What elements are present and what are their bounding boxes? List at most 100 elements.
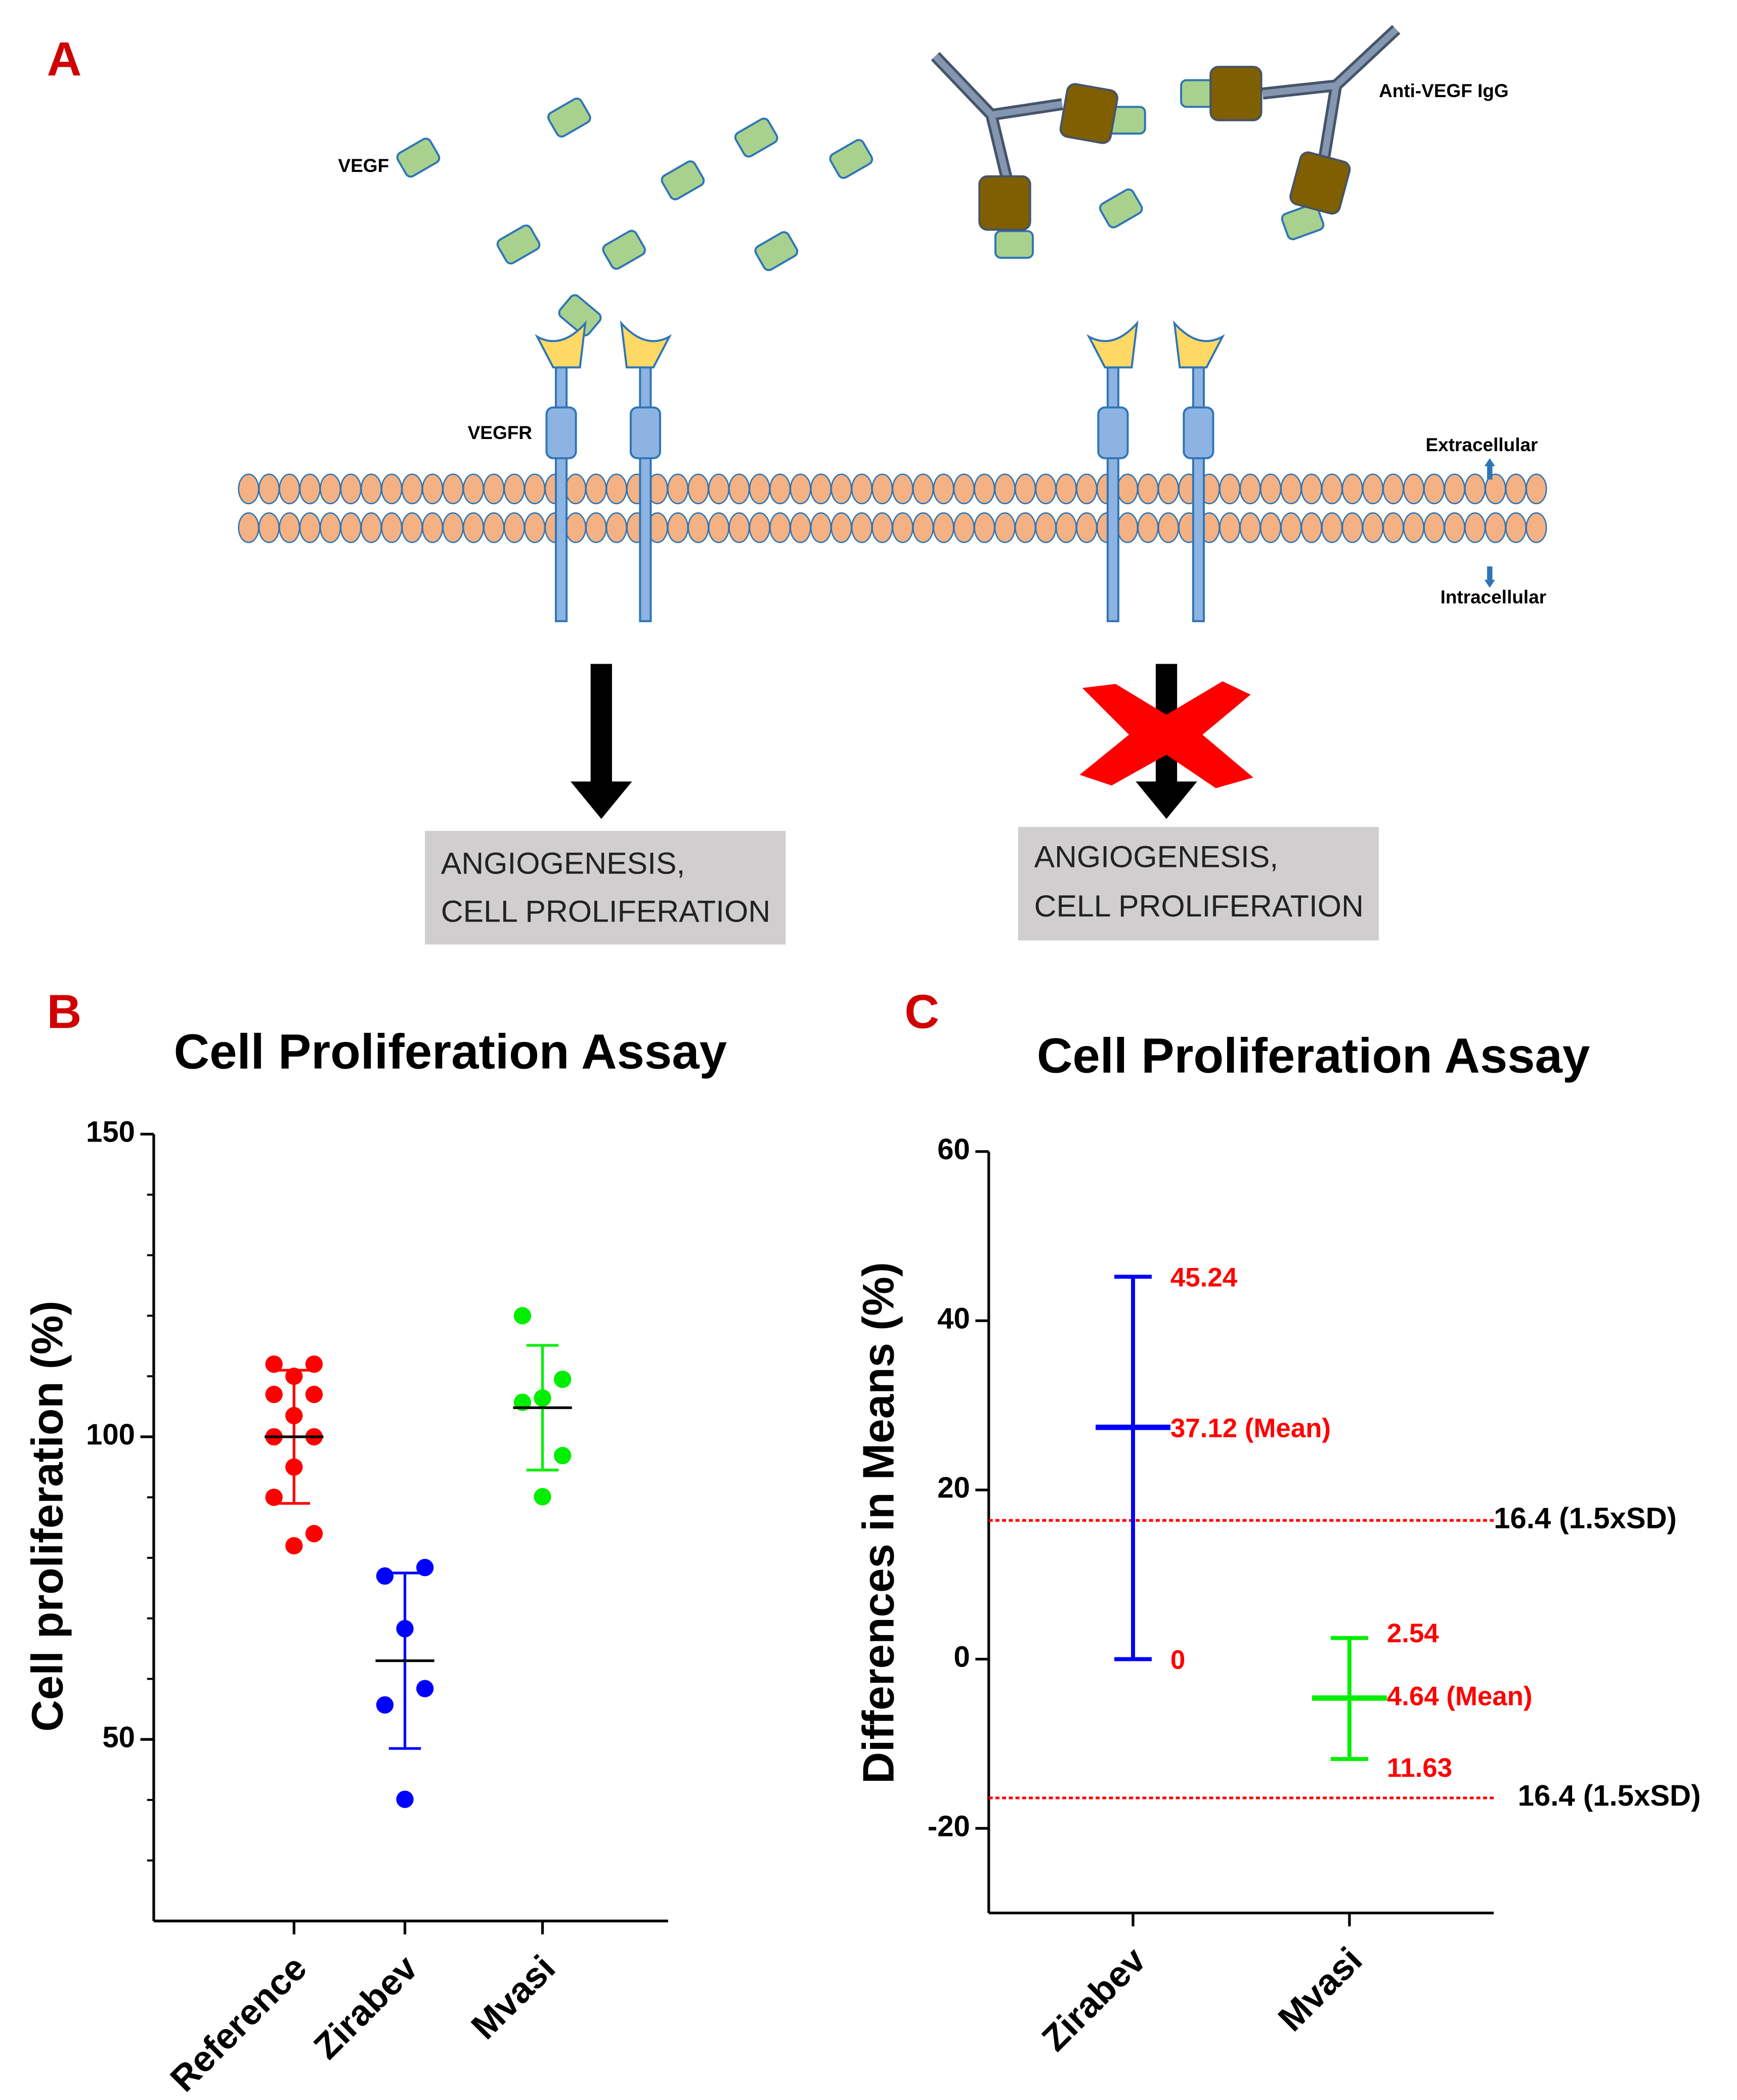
data-point xyxy=(553,1370,572,1388)
lipid-head xyxy=(912,473,934,505)
lipid-head xyxy=(974,473,995,505)
lipid-head xyxy=(728,512,750,543)
data-point xyxy=(265,1489,283,1506)
lipid-head xyxy=(872,512,893,543)
lipid-head xyxy=(810,473,832,505)
lipid-head xyxy=(524,512,546,543)
y-tick-label: 20 xyxy=(937,1471,970,1504)
antibody-arm xyxy=(1319,84,1339,168)
outcome-box xyxy=(1018,826,1379,941)
lipid-head xyxy=(1403,512,1425,543)
lipid-head xyxy=(585,512,607,543)
lipid-head xyxy=(790,473,811,505)
lipid-head xyxy=(401,473,423,505)
lipid-head xyxy=(1076,473,1098,505)
lipid-head xyxy=(258,473,280,505)
lipid-head xyxy=(1382,473,1404,505)
outcome-text: CELL PROLIFERATION xyxy=(1034,889,1364,923)
lipid-head xyxy=(340,473,362,505)
lipid-head xyxy=(422,512,444,543)
block-cross xyxy=(1079,681,1253,789)
lipid-head xyxy=(1055,512,1077,543)
lipid-head xyxy=(1260,473,1282,505)
lipid-head xyxy=(831,512,852,543)
panel-a xyxy=(238,25,1547,819)
lipid-head xyxy=(1444,473,1465,505)
lipid-head xyxy=(340,512,362,543)
vegf-molecule xyxy=(396,138,441,178)
lipid-head xyxy=(708,473,730,505)
lipid-head xyxy=(462,473,485,505)
lipid-head xyxy=(258,512,280,543)
lipid-head xyxy=(462,512,485,543)
lipid-head xyxy=(1137,512,1159,543)
lipid-head xyxy=(851,512,873,543)
y-tick-label: 40 xyxy=(937,1302,970,1335)
data-point xyxy=(265,1385,283,1404)
lipid-head xyxy=(1341,473,1363,505)
lipid-head xyxy=(1341,512,1363,543)
lipid-head xyxy=(1157,512,1180,543)
lipid-head xyxy=(687,473,709,505)
lipid-head xyxy=(238,473,259,505)
lipid-head xyxy=(605,473,627,505)
lipid-head xyxy=(319,512,341,543)
lipid-head xyxy=(1260,512,1282,543)
lipid-head xyxy=(851,473,873,505)
lipid-head xyxy=(1423,512,1445,543)
receptor-stem xyxy=(639,366,652,623)
y-tick-label: 100 xyxy=(86,1418,135,1451)
lipid-head xyxy=(667,473,689,505)
lipid-head xyxy=(503,512,525,543)
lipid-head xyxy=(728,473,750,505)
y-tick-label: 150 xyxy=(86,1116,135,1149)
lipid-head xyxy=(912,512,934,543)
y-axis-label: Cell proliferation (%) xyxy=(23,1301,72,1732)
lipid-head xyxy=(1219,512,1241,543)
lipid-head xyxy=(1239,512,1261,543)
lipid-head xyxy=(769,473,791,505)
lipid-head xyxy=(687,512,709,543)
chart-title: Cell Proliferation Assay xyxy=(1037,1028,1590,1083)
lipid-head xyxy=(1137,473,1159,505)
data-point xyxy=(305,1525,323,1543)
data-point xyxy=(416,1680,434,1697)
lipid-head xyxy=(1505,512,1527,543)
data-label: 11.63 xyxy=(1387,1753,1452,1783)
data-point xyxy=(285,1537,303,1555)
vegf-molecule xyxy=(754,231,799,272)
lipid-head xyxy=(1526,512,1547,543)
vegf-molecule xyxy=(829,139,874,179)
lipid-head xyxy=(1076,512,1098,543)
lipid-head xyxy=(299,512,321,543)
x-tick-label: Zirabev xyxy=(1034,1940,1154,2059)
y-tick-label: 0 xyxy=(953,1641,970,1674)
outcome-text: ANGIOGENESIS, xyxy=(441,846,685,881)
lipid-head xyxy=(872,473,893,505)
antibody-fab xyxy=(1289,151,1351,215)
lipid-head xyxy=(564,512,587,543)
lipid-head xyxy=(994,512,1016,543)
lipid-head xyxy=(1464,473,1486,505)
lipid-head xyxy=(279,512,300,543)
data-point xyxy=(305,1385,323,1404)
lipid-head xyxy=(749,473,770,505)
lipid-head xyxy=(1485,512,1506,543)
receptor-stem xyxy=(554,366,568,623)
lipid-head xyxy=(483,512,505,543)
lipid-head xyxy=(442,473,464,505)
vegf-molecule xyxy=(547,97,591,138)
receptor-label: VEGFR xyxy=(468,422,532,443)
lipid-head xyxy=(422,473,444,505)
lipid-head xyxy=(605,512,627,543)
panel-label: C xyxy=(904,985,939,1038)
reference-label: 16.4 (1.5xSD) xyxy=(1518,1779,1701,1812)
y-tick-label: -20 xyxy=(928,1810,970,1843)
receptor-domain xyxy=(1097,406,1129,459)
lipid-head xyxy=(953,473,975,505)
lipid-head xyxy=(1464,512,1486,543)
lipid-head xyxy=(708,512,730,543)
lipid-head xyxy=(585,473,607,505)
intracellular-label: Intracellular xyxy=(1440,587,1546,607)
lipid-head xyxy=(1300,473,1322,505)
